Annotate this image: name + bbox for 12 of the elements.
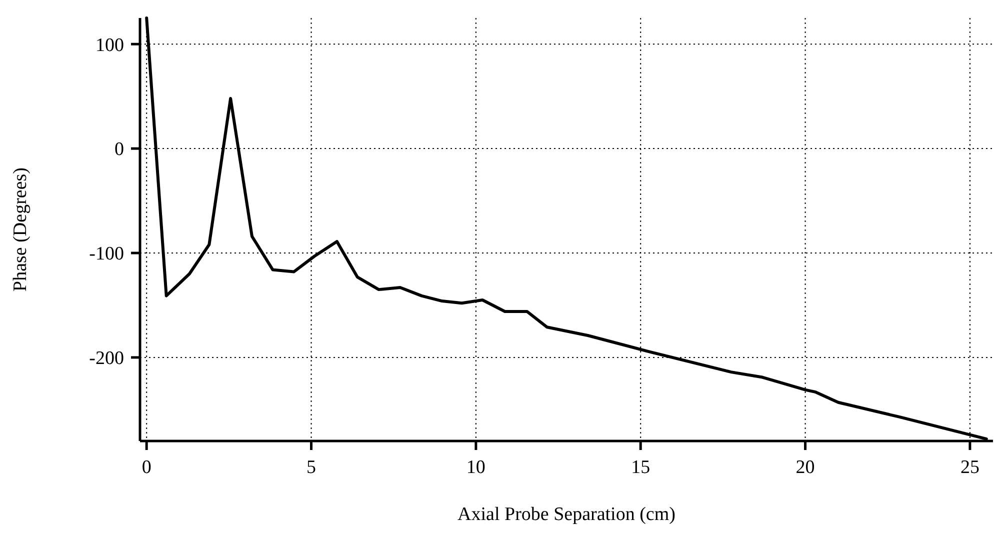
x-tick-label: 10 (466, 457, 486, 478)
x-tick-label: 15 (631, 457, 650, 478)
x-tick-label: 20 (796, 457, 815, 478)
x-tick-label: 0 (142, 457, 152, 478)
y-tick-label: 100 (96, 34, 124, 56)
x-tick-label: 25 (960, 457, 980, 478)
y-tick-label: -200 (89, 348, 124, 370)
y-tick-label: 0 (114, 139, 124, 160)
y-tick-label: -100 (89, 244, 124, 265)
x-tick-label: 5 (306, 457, 316, 478)
x-axis-title: Axial Probe Separation (cm) (458, 504, 676, 525)
y-axis-title: Phase (Degrees) (10, 168, 31, 292)
